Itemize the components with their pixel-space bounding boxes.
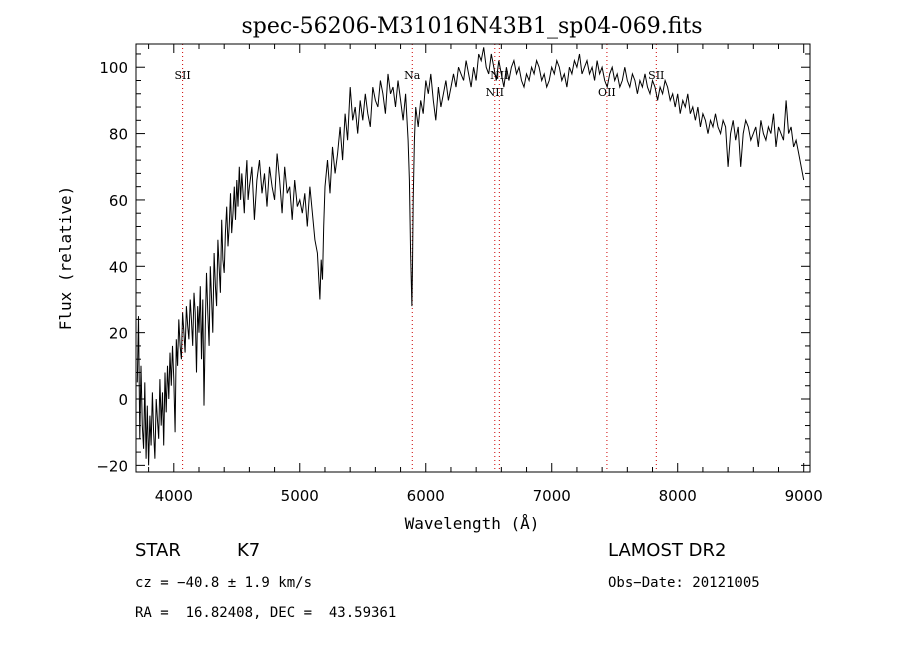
y-tick-label-2: 20: [109, 325, 128, 343]
x-axis-label: Wavelength (Å): [405, 514, 540, 533]
line-marker-label-2: NII: [486, 86, 504, 99]
line-marker-label-0: SII: [174, 69, 190, 82]
y-tick-label-1: 0: [118, 391, 128, 409]
x-tick-label-5: 9000: [785, 487, 823, 505]
y-tick-label-4: 60: [109, 192, 128, 210]
object-subclass: K7: [237, 540, 261, 561]
chart-title: spec-56206-M31016N43B1_sp04-069.fits: [241, 14, 702, 39]
x-tick-label-0: 4000: [155, 487, 193, 505]
x-tick-label-3: 7000: [533, 487, 571, 505]
y-tick-label-6: 100: [99, 59, 128, 77]
spectrum-series: [136, 47, 805, 466]
object-class: STAR: [135, 540, 181, 561]
spectrum-line: [136, 47, 805, 466]
y-tick-label-5: 80: [109, 126, 128, 144]
axis-ticks: 4000 5000 6000 7000 8000 9000 −20 0 20 40 60 80 100: [96, 44, 823, 505]
y-tick-label-0: −20: [96, 457, 128, 475]
redshift-cz: cz = −40.8 ± 1.9 km/s: [135, 575, 313, 591]
survey-name: LAMOST DR2: [608, 540, 727, 561]
line-marker-label-4: OII: [598, 86, 616, 99]
observation-date: Obs−Date: 20121005: [608, 575, 760, 591]
x-tick-label-1: 5000: [281, 487, 319, 505]
x-tick-label-4: 8000: [659, 487, 697, 505]
line-marker-label-5: SII: [648, 69, 664, 82]
line-marker-label-1: Na: [404, 69, 421, 82]
x-tick-label-2: 6000: [407, 487, 445, 505]
y-tick-label-3: 40: [109, 258, 128, 276]
plot-frame: [135, 43, 811, 473]
coordinates: RA = 16.82408, DEC = 43.59361: [135, 605, 397, 621]
y-axis-label: Flux (relative): [56, 186, 75, 331]
